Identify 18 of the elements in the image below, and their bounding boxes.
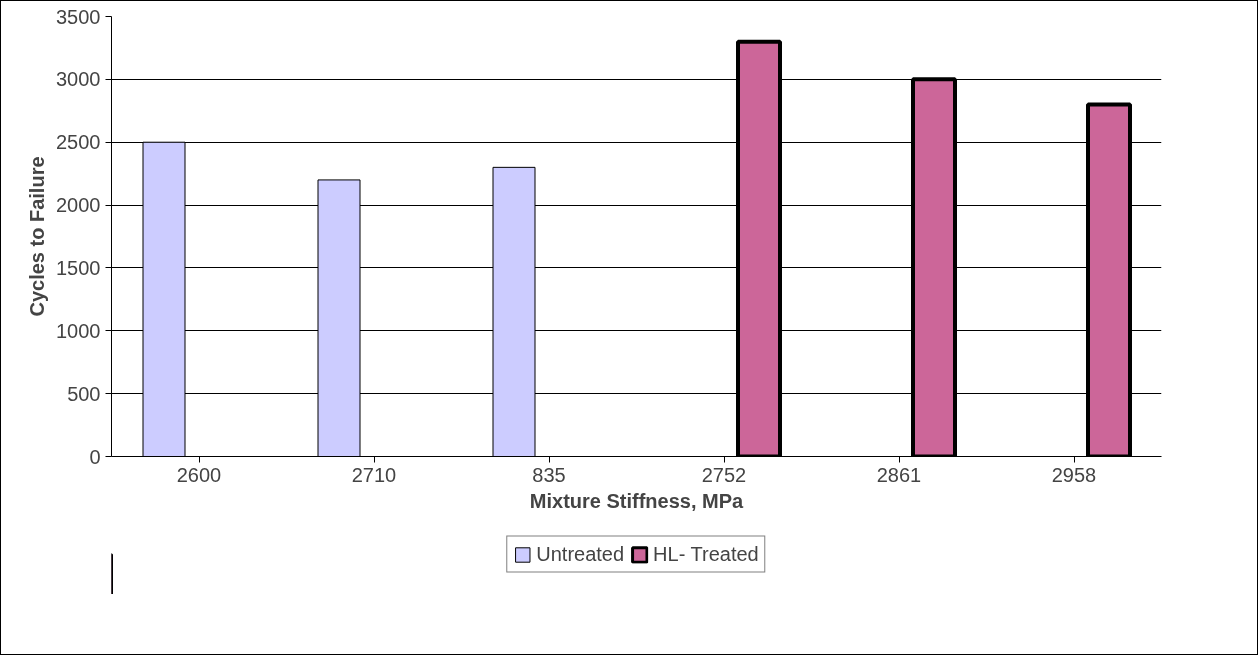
x-tick-label: 835 [532,463,566,486]
legend-label: HL- Treated [653,542,759,566]
legend-label: Untreated [536,542,625,566]
x-tick-label: 2958 [1051,463,1097,486]
y-tick-label: 500 [67,382,101,405]
y-tick-label: 1500 [56,256,101,279]
y-tick-label: 2500 [56,131,101,154]
x-tick-label: 2861 [876,463,922,486]
y-tick-label: 2000 [56,194,101,217]
x-tick-label: 2752 [701,463,747,486]
y-tick-label: 0 [89,445,101,468]
y-axis-title: Cycles to Failure [26,156,49,317]
x-tick-label: 2600 [176,463,222,486]
y-tick-label: 3000 [56,68,101,91]
x-tick-label: 2710 [351,463,397,486]
y-tick-label: 3500 [56,5,101,28]
y-tick-label: 1000 [56,319,101,342]
x-axis-title: Mixture Stiffness, MPa [529,489,745,512]
